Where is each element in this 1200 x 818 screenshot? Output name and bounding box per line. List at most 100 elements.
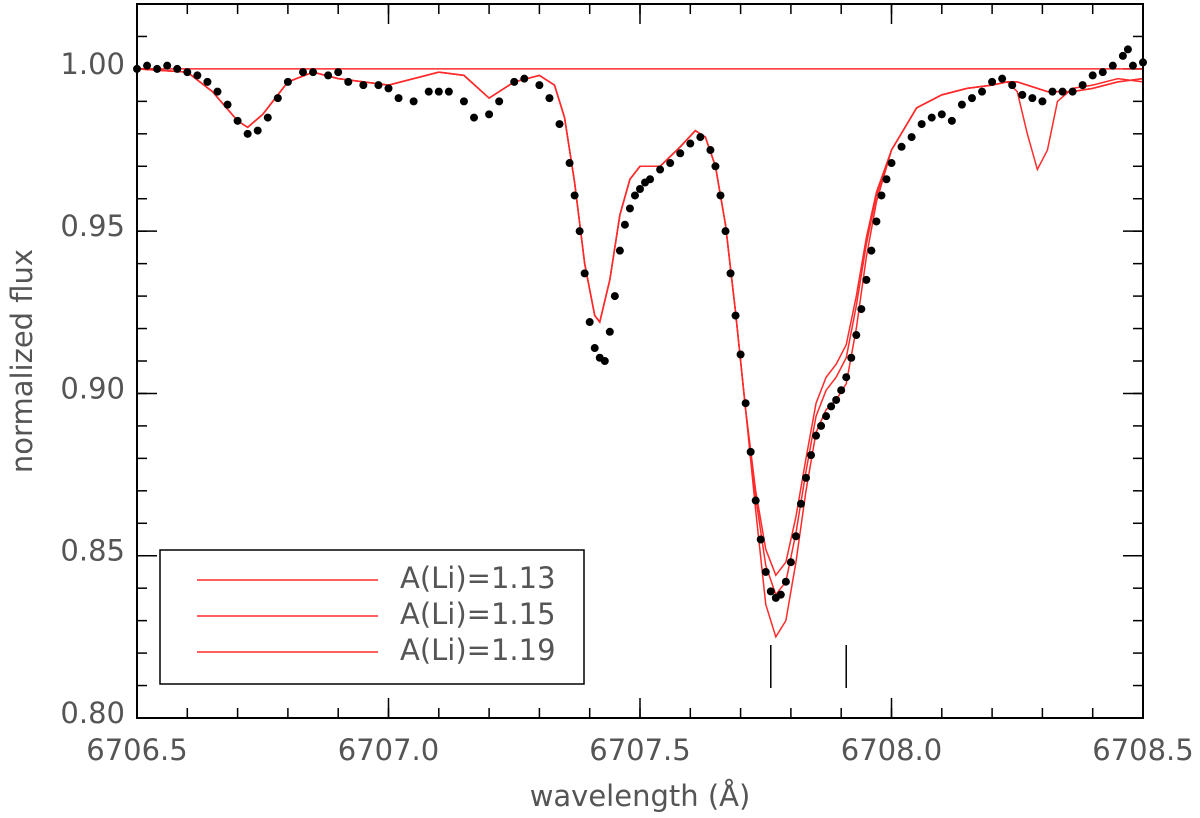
observed-point (263, 113, 272, 122)
observed-point (656, 165, 665, 174)
observed-point (741, 399, 750, 408)
observed-point (359, 81, 368, 90)
observed-point (545, 94, 554, 103)
observed-point (223, 100, 232, 109)
observed-point (686, 139, 695, 148)
observed-point (459, 97, 468, 106)
legend-box (159, 549, 585, 685)
observed-point (801, 473, 810, 482)
observed-point (520, 74, 529, 83)
observed-point (625, 204, 634, 213)
observed-point (998, 74, 1007, 83)
observed-point (344, 77, 353, 86)
observed-point (937, 110, 946, 119)
observed-point (646, 175, 655, 184)
observed-point (726, 269, 735, 278)
observed-point (1118, 51, 1127, 60)
observed-point (1088, 71, 1097, 80)
observed-point (580, 269, 589, 278)
observed-point (736, 350, 745, 359)
observed-point (565, 159, 574, 168)
observed-point (1028, 94, 1037, 103)
observed-point (706, 146, 715, 155)
y-tick-label: 0.80 (60, 696, 125, 730)
observed-point (822, 412, 831, 421)
observed-point (630, 191, 639, 200)
observed-point (716, 191, 725, 200)
observed-point (847, 353, 856, 362)
observed-point (696, 133, 705, 142)
observed-point (1068, 87, 1077, 96)
observed-point (766, 587, 775, 596)
x-tick-label: 6707.5 (589, 733, 690, 767)
observed-point (907, 133, 916, 142)
observed-point (781, 577, 790, 586)
plot-frame (136, 3, 1144, 719)
observed-point (776, 590, 785, 599)
observed-point (600, 357, 609, 365)
observed-point (978, 87, 987, 96)
y-tick-label: 0.85 (60, 534, 125, 568)
observed-point (917, 120, 926, 129)
y-tick-label: 0.95 (60, 209, 125, 243)
observed-point (470, 113, 479, 122)
observed-point (1008, 81, 1017, 90)
observed-point (193, 71, 202, 80)
observed-point (666, 159, 675, 168)
observed-point (882, 175, 891, 184)
observed-point (163, 61, 172, 70)
observed-point (183, 68, 192, 77)
legend-label: A(Li)=1.19 (400, 633, 556, 667)
observed-point (153, 64, 162, 73)
observed-point (807, 451, 816, 460)
observed-point (298, 68, 307, 77)
observed-point (796, 499, 805, 508)
observed-point (555, 120, 564, 129)
observed-point (394, 94, 403, 103)
observed-point (1128, 61, 1137, 70)
observed-point (495, 97, 504, 106)
observed-point (173, 64, 182, 73)
observed-point (585, 318, 594, 327)
observed-point (957, 100, 966, 109)
observed-point (812, 431, 821, 440)
observed-point (409, 97, 418, 106)
observed-point (620, 220, 629, 229)
x-axis-label: wavelength (Å) (530, 779, 751, 813)
observed-point (862, 275, 871, 284)
observed-point (243, 129, 252, 138)
observed-point (867, 246, 876, 255)
observed-point (746, 447, 755, 456)
observed-point (535, 81, 544, 90)
observed-point (1108, 61, 1117, 70)
observed-point (253, 126, 262, 135)
observed-point (510, 77, 519, 86)
y-tick-label: 1.00 (60, 47, 125, 81)
observed-point (761, 567, 770, 576)
observed-point (1018, 90, 1027, 99)
model-line (136, 68, 1144, 597)
legend-label: A(Li)=1.13 (400, 561, 556, 595)
x-tick-label: 6707.0 (338, 733, 439, 767)
observed-point (444, 87, 453, 96)
observed-point (721, 227, 730, 236)
observed-point (947, 116, 956, 125)
observed-point (852, 331, 861, 340)
observed-point (988, 77, 997, 86)
observed-point (751, 496, 760, 505)
observed-point (610, 292, 619, 301)
observed-point (897, 142, 906, 151)
observed-point (877, 191, 886, 200)
x-tick-label: 6708.5 (1092, 733, 1193, 767)
y-tick-label: 0.90 (60, 371, 125, 405)
observed-point (374, 81, 383, 90)
observed-point (283, 77, 292, 86)
observed-point (731, 311, 740, 320)
observed-point (213, 87, 222, 96)
observed-point (786, 558, 795, 567)
observed-point (1038, 97, 1047, 106)
observed-point (424, 87, 433, 96)
observed-point (756, 535, 765, 544)
observed-point (570, 191, 579, 200)
